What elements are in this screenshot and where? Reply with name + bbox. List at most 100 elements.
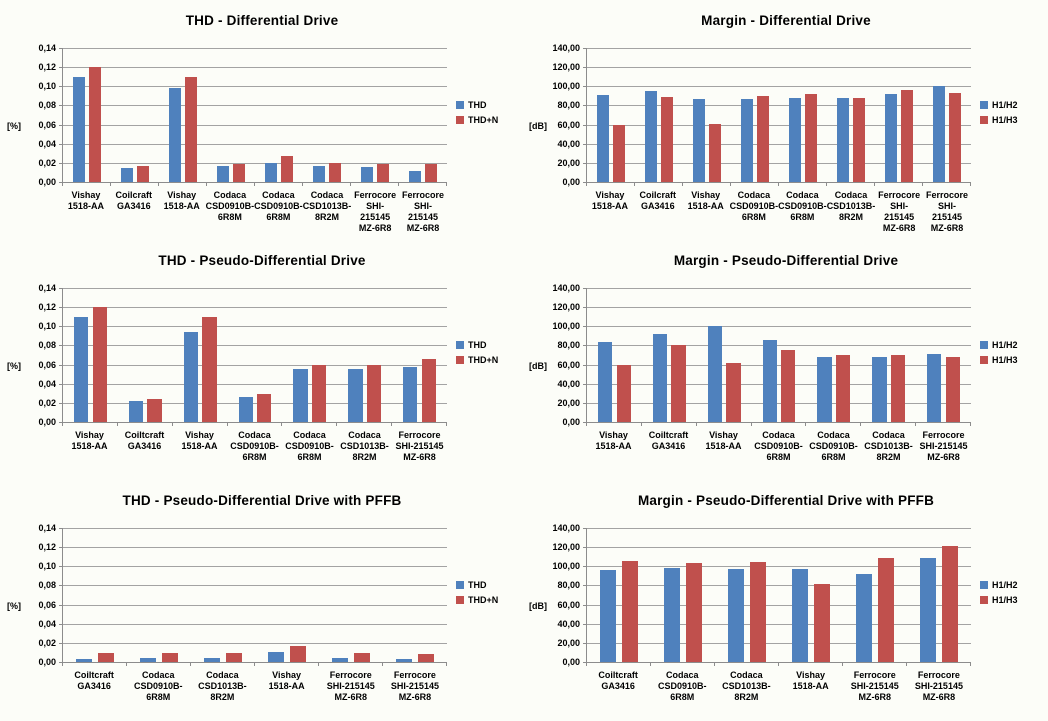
y-tick-label: 80,00 — [557, 100, 580, 111]
y-tick-mark — [583, 547, 586, 549]
bar-h1-h3 — [945, 356, 961, 422]
y-axis: 140,00 120,00 100,00 80,00 60,00 40,00 20,00 0,… — [552, 523, 586, 667]
y-tick-mark — [59, 422, 62, 423]
x-category-label-line: MZ-6R8 — [334, 692, 368, 702]
x-category-label: Ferrocore SHI-215145 MZ-6R8 — [907, 670, 971, 703]
chart-title: Margin - Pseudo-Differential Drive — [673, 253, 899, 268]
bar-thd — [216, 165, 230, 182]
y-tick-mark — [583, 345, 586, 347]
bar-thd — [238, 397, 253, 422]
x-category-label-line: Ferrocore — [398, 430, 441, 440]
y-axis-unit-label: [dB] — [529, 121, 547, 131]
x-category-label-line: 1518-AA — [687, 201, 724, 211]
legend-item: H1/H3 — [980, 595, 1048, 605]
legend-label: H1/H3 — [992, 355, 1018, 365]
gridline — [587, 48, 971, 49]
chart-margin-pseudo-differential-drive: Margin - Pseudo-Differential Drive [dB] … — [524, 240, 1048, 480]
legend-label: H1/H2 — [992, 580, 1018, 590]
chart-margin-pseudo-differential-drive-pffb: Margin - Pseudo-Differential Drive with … — [524, 480, 1048, 721]
y-tick-mark — [583, 623, 586, 625]
y-tick-label: 0,14 — [38, 283, 56, 293]
x-category-label-line: 1518-AA — [705, 441, 742, 451]
x-tick-mark — [651, 663, 715, 666]
bar-thd — [75, 659, 93, 662]
plot-main: Vishay 1518-AA Coilcraft GA3416 Vishay 1518-A… — [62, 48, 447, 234]
x-category-label-line: Vishay — [691, 190, 721, 200]
x-category-label-line: 1518-AA — [595, 441, 632, 451]
x-category-label: Coilcraft GA3416 — [634, 190, 682, 234]
bar-h1-h2 — [644, 91, 658, 182]
bar-thd — [264, 162, 278, 182]
x-category-label: Ferrocore SHI-215145 MZ-6R8 — [399, 190, 447, 234]
bar-group — [861, 288, 916, 422]
y-tick-mark — [583, 288, 586, 289]
bar-h1-h3 — [708, 123, 722, 182]
gridline — [587, 86, 971, 88]
bar-thd-n — [424, 163, 438, 182]
y-tick-label: 120,00 — [552, 542, 580, 553]
x-tick-mark — [63, 663, 127, 666]
gridline — [63, 326, 447, 328]
x-category-label-line: Vishay — [599, 430, 628, 440]
x-category-label-line: CSD1013B- — [826, 201, 876, 211]
y-tick-label: 20,00 — [557, 157, 580, 168]
legend: H1/H2 H1/H3 — [971, 288, 1048, 422]
y-tick-label: 140,00 — [552, 283, 580, 293]
y-tick-mark — [59, 528, 62, 529]
x-tick-mark — [587, 183, 635, 186]
x-tick-mark — [319, 663, 383, 666]
bar-h1-h2 — [652, 333, 668, 422]
y-tick-label: 0,04 — [38, 378, 56, 389]
plot-main: Coiltcraft GA3416 Codaca CSD0910B- 6R8M Codac… — [62, 528, 447, 703]
legend-swatch — [456, 356, 464, 364]
legend-item: H1/H2 — [980, 580, 1048, 590]
x-category-label-line: Codaca — [142, 670, 175, 680]
x-category-label-line: SHI-215145 — [395, 441, 444, 451]
bar-group — [587, 528, 651, 662]
bar-h1-h2 — [872, 356, 887, 422]
bar-h1-h3 — [671, 345, 686, 422]
bar-group — [118, 288, 173, 422]
x-category-label-line: Codaca — [348, 430, 381, 440]
x-tick-mark — [923, 183, 971, 186]
bar-h1-h2 — [836, 97, 850, 182]
legend-label: H1/H3 — [992, 595, 1018, 605]
chart-title: THD - Pseudo-Differential Drive with PFF… — [122, 493, 402, 508]
x-category-label-line: Vishay — [709, 430, 738, 440]
bar-group — [779, 48, 827, 182]
x-category-label: Ferrocore SHI-215145 MZ-6R8 — [351, 190, 399, 234]
x-category-label-line: MZ-6R8 — [858, 692, 892, 702]
bar-group — [255, 48, 303, 182]
bar-group — [191, 528, 255, 662]
x-category-label-line: Codaca — [817, 430, 850, 440]
bar-group — [282, 288, 337, 422]
x-category-label: Ferrocore SHI-215145 MZ-6R8 — [392, 430, 447, 463]
y-tick-label: 0,00 — [562, 417, 580, 427]
x-category-label-line: 1518-AA — [792, 681, 829, 691]
plot-area — [62, 528, 447, 663]
bar-h1-h2 — [855, 573, 873, 662]
bar-h1-h2 — [597, 341, 613, 422]
x-category-label-line: 6R8M — [217, 212, 242, 222]
x-tick-mark — [916, 423, 972, 426]
legend: THD THD+N — [447, 48, 524, 182]
bar-thd — [360, 166, 374, 182]
y-tick-mark — [583, 67, 586, 69]
y-axis: 140,00 120,00 100,00 80,00 60,00 40,00 20,00 0,… — [552, 283, 586, 427]
x-category-label-line: SHI-215145 — [884, 201, 915, 222]
y-tick-label: 140,00 — [552, 523, 580, 533]
bar-group — [642, 288, 697, 422]
y-tick-mark — [583, 143, 586, 145]
bar-group — [351, 48, 399, 182]
gridline — [63, 67, 447, 69]
y-tick-mark — [59, 383, 62, 385]
y-tick-mark — [59, 182, 62, 183]
y-tick-label: 0,00 — [562, 177, 580, 187]
gridline — [63, 383, 447, 385]
bar-thd — [73, 316, 89, 422]
gridline — [63, 105, 447, 107]
x-tick-mark — [111, 183, 159, 186]
legend-label: THD — [468, 580, 487, 590]
x-category-label-line: Coilcraft — [115, 190, 153, 200]
x-category-label: Ferrocore SHI-215145 MZ-6R8 — [383, 670, 447, 703]
